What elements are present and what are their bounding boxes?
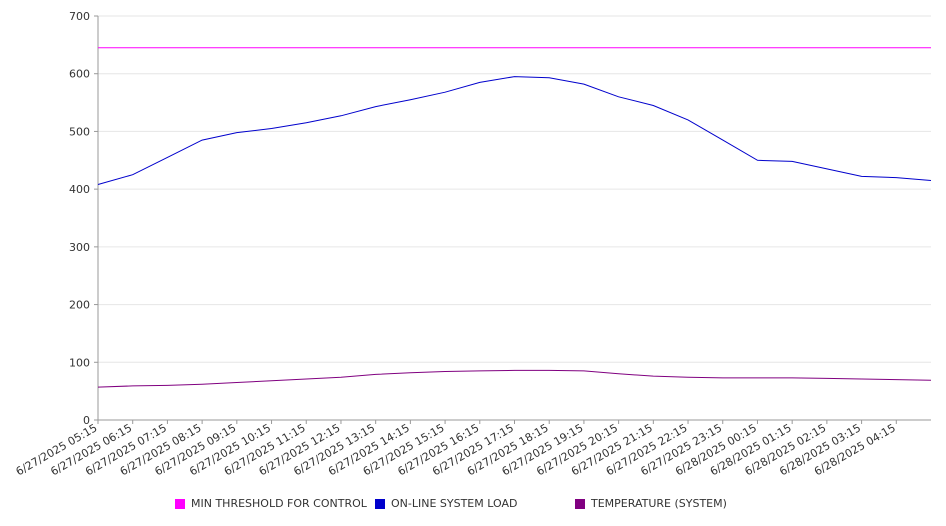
legend-label-temperature: TEMPERATURE (SYSTEM) (591, 497, 727, 510)
series-lines (97, 47, 932, 388)
axes (97, 16, 931, 421)
series-line-1 (97, 76, 932, 185)
y-tick-label: 500 (69, 125, 90, 138)
grid-lines (94, 15, 931, 424)
legend-swatch-temperature (575, 498, 585, 509)
y-tick-labels: 0 100 200 300 400 500 600 700 (69, 10, 90, 427)
y-tick-label: 400 (69, 183, 90, 196)
y-tick-label: 600 (69, 68, 90, 81)
y-tick-label: 200 (69, 299, 90, 312)
y-tick-label: 100 (69, 356, 90, 369)
legend-swatch-threshold (175, 498, 185, 509)
x-tick-labels: 6/27/2025 05:156/27/2025 06:156/27/2025 … (14, 421, 898, 478)
legend-label-threshold: MIN THRESHOLD FOR CONTROL (191, 497, 367, 510)
series-line-2 (97, 369, 932, 388)
line-chart: 0 100 200 300 400 500 600 700 6/27/2025 05:156/… (14, 10, 932, 478)
legend-item-temperature[interactable]: TEMPERATURE (SYSTEM) (575, 497, 727, 510)
legend-item-system-load[interactable]: ON-LINE SYSTEM LOAD (375, 497, 517, 510)
y-tick-label: 700 (69, 10, 90, 23)
legend-label-system-load: ON-LINE SYSTEM LOAD (391, 497, 518, 510)
y-tick-label: 0 (83, 414, 90, 427)
y-tick-label: 300 (69, 241, 90, 254)
legend-item-threshold[interactable]: MIN THRESHOLD FOR CONTROL (175, 497, 367, 510)
legend-swatch-system-load (375, 498, 385, 509)
legend: MIN THRESHOLD FOR CONTROL ON-LINE SYSTEM… (0, 497, 946, 515)
